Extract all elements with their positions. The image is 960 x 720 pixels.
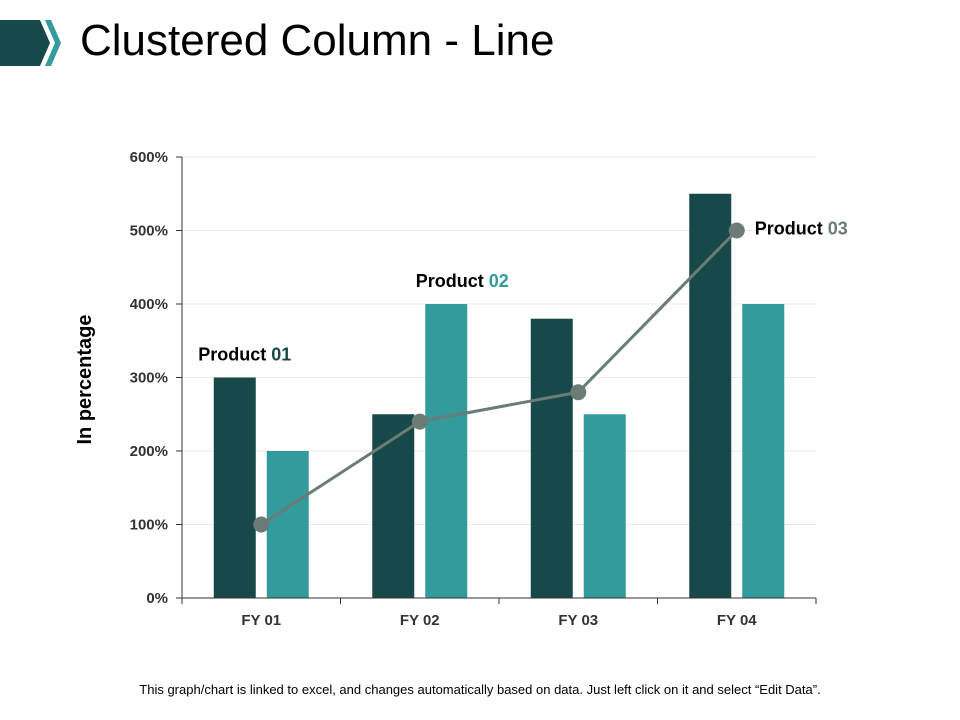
product-label-prefix: Product [416,271,489,291]
title-chevron-icon [0,20,61,66]
line-point [728,222,745,239]
y-tick-label: 0% [146,590,168,607]
y-tick-label: 100% [130,517,168,534]
bar-series-1 [372,414,415,598]
line-point [411,413,428,430]
product-label-prefix: Product [198,345,271,365]
bar-series-1 [530,318,573,598]
product-label-prefix: Product [755,219,828,239]
line-point [253,516,270,533]
page-title: Clustered Column - Line [80,16,555,65]
bar-series-2 [742,304,785,598]
x-tick-label: FY 02 [400,612,440,629]
product-label-number: 01 [271,345,291,365]
clustered-column-line-chart: 0% 100% 200% 300% 400% 500% 600% FY 01 FY 02 FY 0… [74,149,848,629]
bar-series-2 [266,451,309,598]
product-label: Product 01 [198,345,291,365]
product-label-number: 03 [828,219,848,239]
line-series [260,229,738,526]
line-point [570,384,587,401]
y-tick-label: 200% [130,443,168,460]
x-tick-label: FY 01 [241,612,281,629]
footer-note: This graph/chart is linked to excel, and… [139,682,821,697]
x-tick-label: FY 04 [717,612,757,629]
product-label: Product 02 [416,271,509,291]
bar-series-1 [213,377,256,598]
y-tick-label: 500% [130,223,168,240]
product-label-number: 02 [489,271,509,291]
x-tick-label: FY 03 [558,612,598,629]
bar-series-1 [689,193,732,598]
product-label: Product 03 [755,219,848,239]
y-tick-label: 600% [130,149,168,166]
bar-series-2 [583,414,626,598]
y-tick-label: 300% [130,370,168,387]
y-tick-label: 400% [130,296,168,313]
y-axis-title: In percentage [74,314,96,444]
bar-series-2 [425,304,468,598]
